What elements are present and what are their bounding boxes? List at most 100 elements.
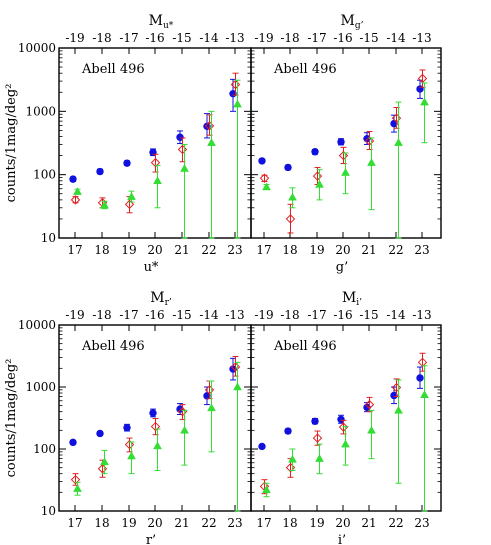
x-tick-label: 21	[361, 243, 376, 257]
top-tick-label: -14	[199, 31, 219, 45]
data-point-triangle	[420, 97, 429, 106]
x-tick-label: 20	[335, 243, 350, 257]
data-point-circle	[284, 427, 292, 435]
data-point-triangle	[262, 182, 271, 191]
data-point-diamond	[312, 433, 323, 443]
top-tick-label: -18	[280, 308, 299, 322]
top-tick-label: -19	[65, 308, 84, 322]
data-point-triangle	[73, 484, 82, 492]
data-point-triangle	[207, 403, 216, 412]
x-tick-label: 22	[201, 516, 216, 530]
data-point-triangle	[233, 99, 242, 108]
data-point-diamond	[97, 464, 108, 474]
x-tick-label: 19	[309, 243, 324, 257]
data-point-diamond	[338, 150, 349, 161]
top-tick-label: -18	[92, 308, 111, 322]
y-tick-label: 100	[33, 168, 56, 182]
data-point-diamond	[70, 195, 81, 205]
x-axis-title: u*	[144, 260, 159, 275]
data-point-diamond	[364, 136, 375, 146]
cluster-annotation: Abell 496	[81, 62, 145, 77]
y-tick-label: 100	[33, 442, 56, 456]
data-point-diamond	[150, 421, 161, 432]
data-point-diamond	[285, 462, 296, 473]
data-point-triangle	[288, 192, 297, 201]
data-point-triangle	[73, 187, 82, 195]
data-point-diamond	[70, 474, 81, 485]
top-tick-label: -13	[225, 308, 244, 322]
data-point-diamond	[391, 382, 402, 393]
data-point-diamond	[417, 73, 428, 84]
top-tick-label: -13	[412, 308, 431, 322]
y-axis-title: counts/1mag/deg²	[4, 359, 19, 478]
panel-1: 17 -19 18 -18 19 -17 20 -16 21 -15 22 -14 23 -13 10 100…	[4, 13, 252, 275]
y-tick-label: 10000	[18, 41, 56, 55]
top-axis-title: Mi’	[342, 290, 362, 308]
x-tick-label: 19	[309, 516, 324, 530]
top-tick-label: -14	[199, 308, 219, 322]
top-tick-label: -16	[333, 308, 352, 322]
data-point-diamond	[230, 362, 241, 372]
top-tick-label: -16	[333, 31, 352, 45]
data-point-triangle	[367, 158, 376, 166]
top-axis-title: Mg’	[341, 13, 364, 31]
data-point-diamond	[124, 439, 135, 450]
top-tick-label: -18	[280, 31, 299, 45]
top-tick-label: -17	[119, 31, 138, 45]
x-tick-label: 18	[282, 243, 297, 257]
data-point-circle	[390, 119, 398, 128]
data-point-diamond	[391, 113, 402, 123]
top-tick-label: -18	[92, 31, 111, 45]
x-tick-label: 18	[94, 516, 109, 530]
panel-2: 17 -19 18 -18 19 -17 20 -16 21 -15 22 -14 23 -13 g’ Mg’…	[250, 13, 442, 275]
top-tick-label: -15	[359, 31, 378, 45]
data-point-triangle	[153, 176, 162, 185]
data-point-triangle	[127, 192, 136, 200]
x-tick-label: 20	[147, 243, 162, 257]
x-axis-title: r’	[146, 533, 156, 545]
x-tick-label: 22	[201, 243, 216, 257]
data-point-circle	[69, 438, 77, 447]
x-tick-label: 18	[282, 516, 297, 530]
top-tick-label: -15	[359, 308, 378, 322]
y-tick-label: 1000	[25, 380, 56, 394]
data-point-diamond	[364, 399, 375, 410]
data-point-triangle	[420, 390, 429, 398]
data-point-triangle	[394, 405, 403, 414]
data-point-diamond	[285, 214, 296, 224]
y-tick-label: 10	[41, 504, 56, 518]
data-point-circle	[69, 175, 77, 183]
x-tick-label: 19	[121, 243, 136, 257]
top-tick-label: -15	[172, 308, 191, 322]
data-point-diamond	[230, 79, 241, 90]
data-point-triangle	[127, 451, 136, 460]
data-point-triangle	[100, 457, 109, 466]
data-point-circle	[96, 167, 104, 176]
top-tick-label: -15	[172, 31, 191, 45]
top-tick-label: -19	[65, 31, 84, 45]
data-point-circle	[203, 122, 211, 131]
data-point-diamond	[124, 199, 135, 210]
x-tick-label: 20	[335, 516, 350, 530]
data-point-triangle	[262, 485, 271, 494]
data-point-triangle	[100, 200, 109, 209]
y-axis-title: counts/1mag/deg²	[4, 84, 19, 203]
cluster-annotation: Abell 496	[273, 339, 337, 354]
x-tick-label: 22	[388, 516, 403, 530]
x-tick-label: 20	[147, 516, 162, 530]
top-axis-title: Mu*	[149, 13, 174, 31]
data-point-circle	[258, 442, 266, 451]
data-point-triangle	[315, 179, 324, 188]
cluster-annotation: Abell 496	[81, 339, 145, 354]
data-point-triangle	[315, 454, 324, 462]
top-tick-label: -16	[145, 308, 164, 322]
y-tick-label: 10	[41, 231, 56, 245]
data-point-diamond	[338, 422, 349, 432]
x-tick-label: 21	[361, 516, 376, 530]
x-tick-label: 19	[121, 516, 136, 530]
top-tick-label: -14	[386, 31, 406, 45]
x-tick-label: 17	[67, 243, 82, 257]
top-tick-label: -19	[254, 308, 273, 322]
data-point-triangle	[233, 382, 242, 391]
